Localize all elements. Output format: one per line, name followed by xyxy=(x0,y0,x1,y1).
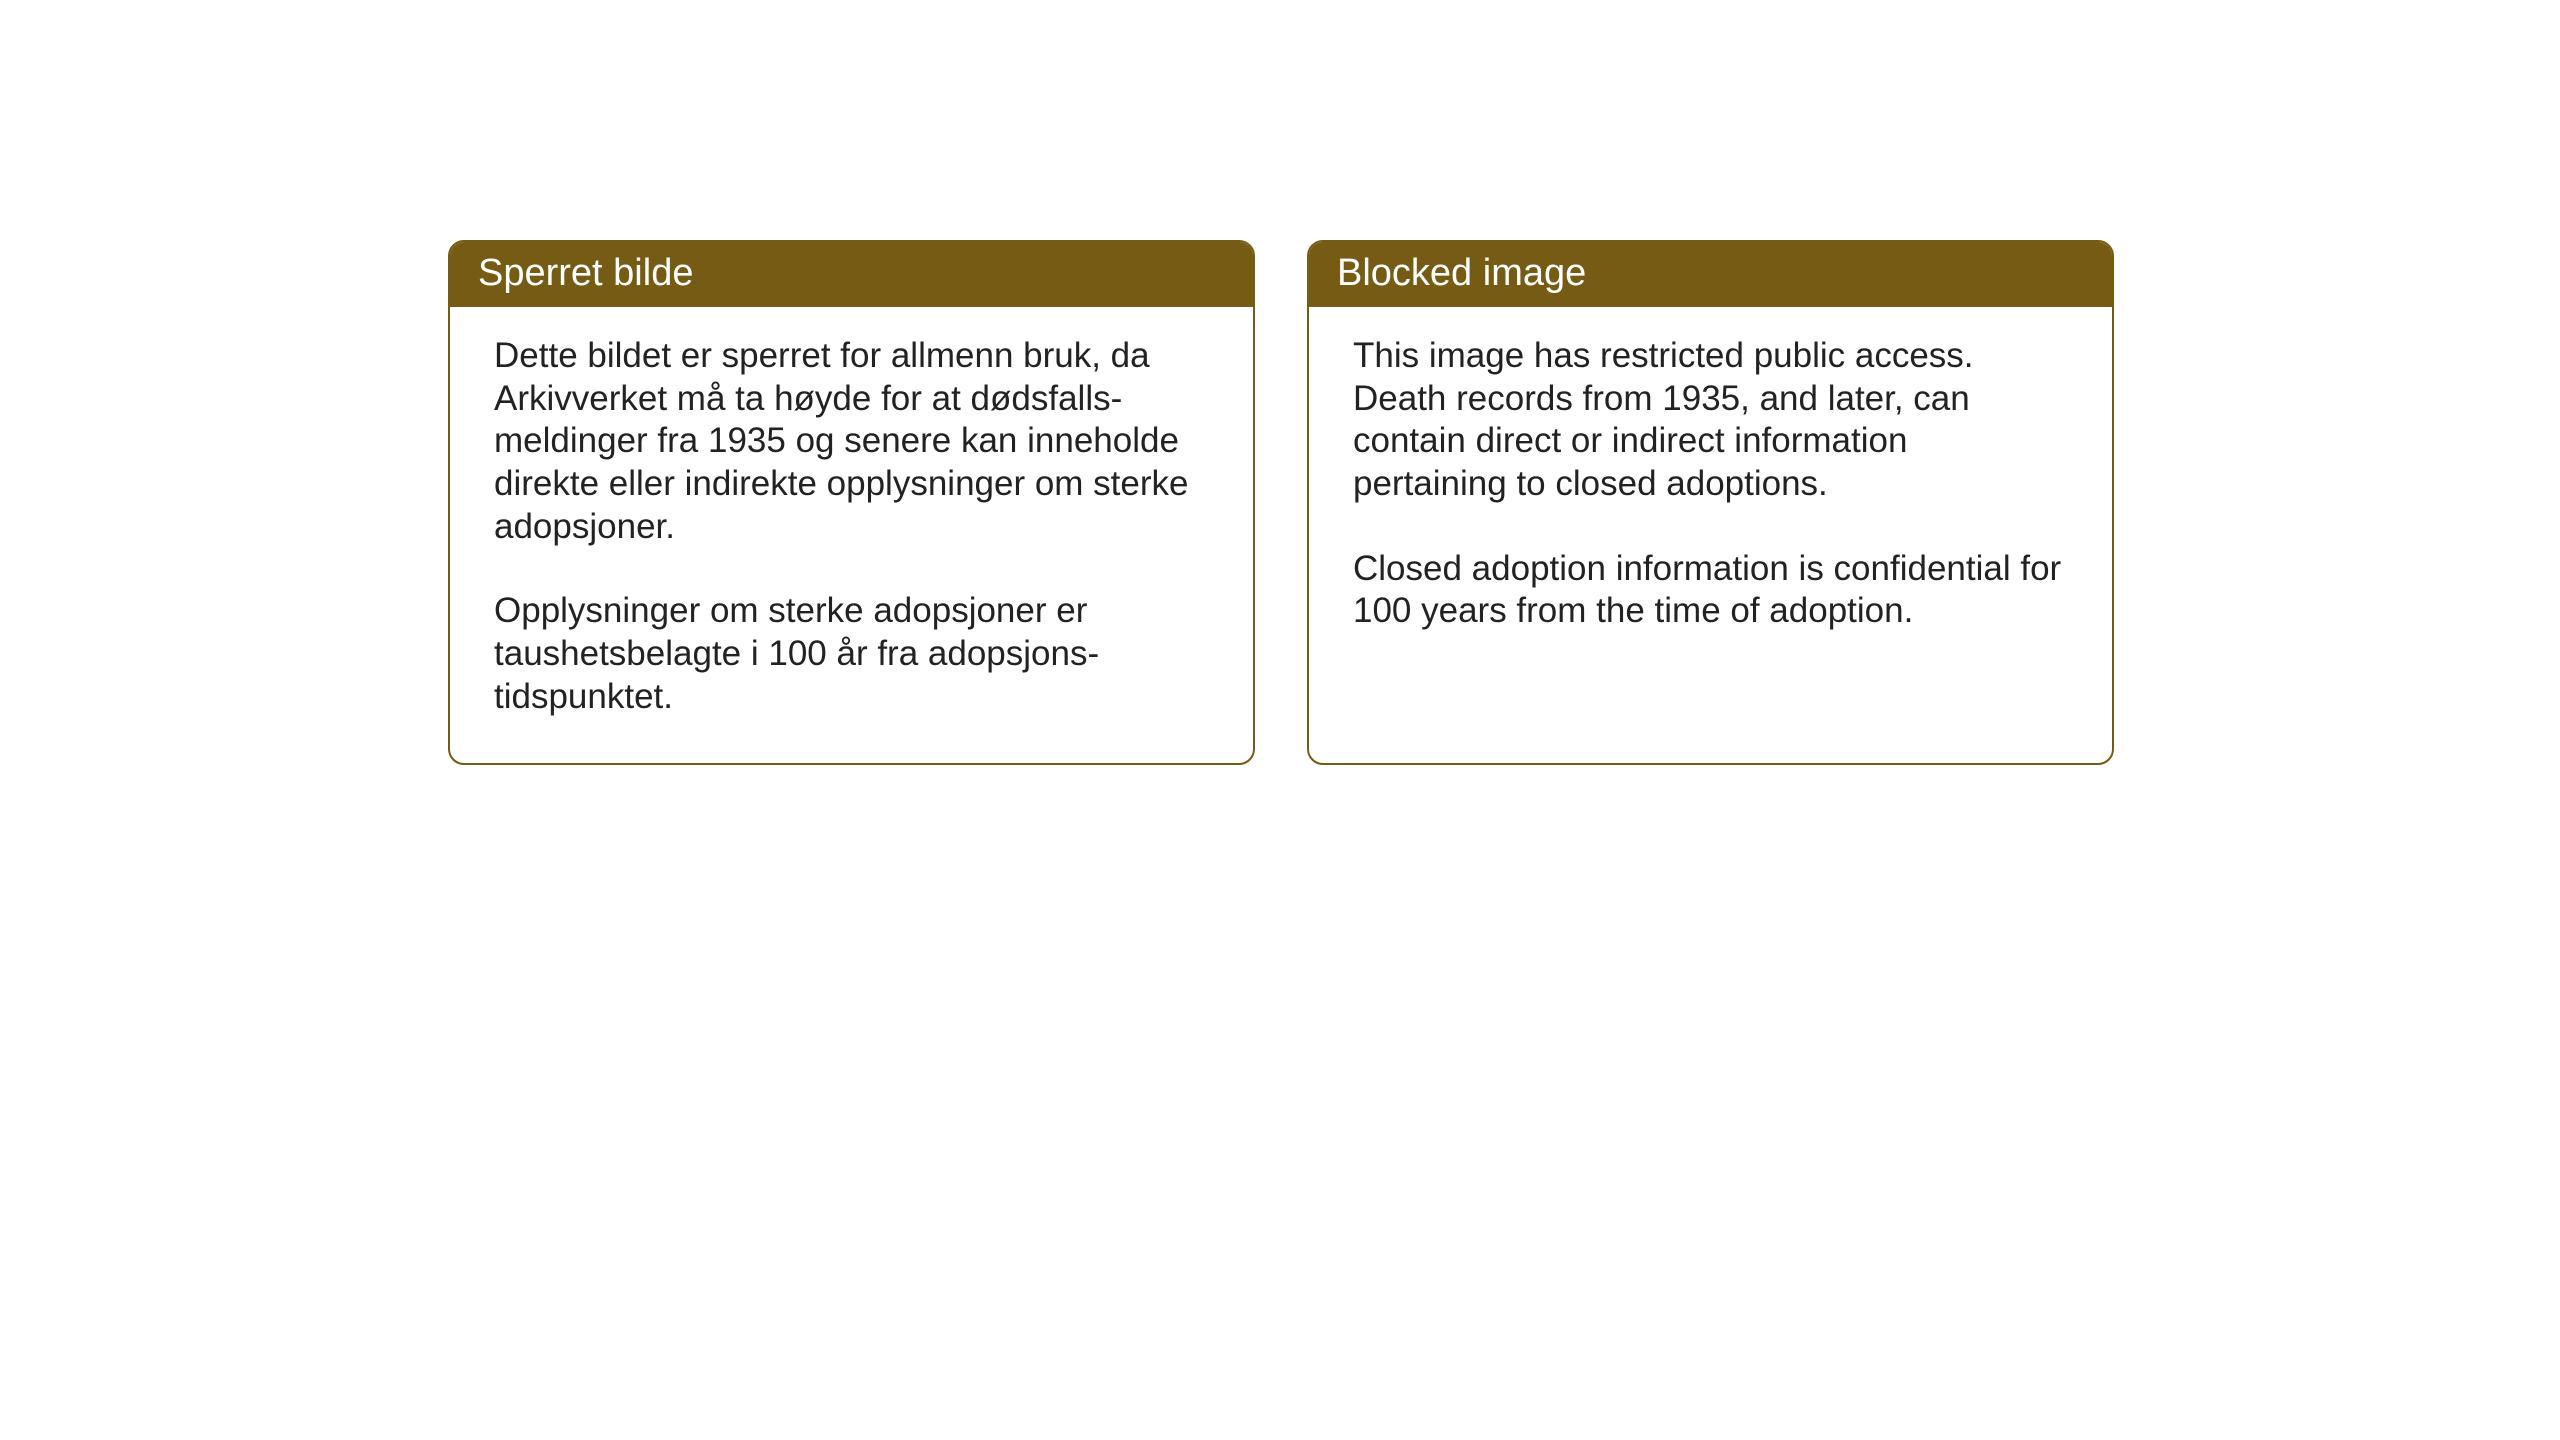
card-paragraph: Opplysninger om sterke adopsjoner er tau… xyxy=(494,590,1209,718)
card-header-english: Blocked image xyxy=(1309,242,2112,307)
card-body-norwegian: Dette bildet er sperret for allmenn bruk… xyxy=(450,307,1253,763)
card-norwegian: Sperret bilde Dette bildet er sperret fo… xyxy=(448,240,1255,765)
card-paragraph: Dette bildet er sperret for allmenn bruk… xyxy=(494,335,1209,548)
card-header-norwegian: Sperret bilde xyxy=(450,242,1253,307)
card-paragraph: This image has restricted public access.… xyxy=(1353,335,2068,506)
card-body-english: This image has restricted public access.… xyxy=(1309,307,2112,755)
card-paragraph: Closed adoption information is confident… xyxy=(1353,548,2068,633)
card-english: Blocked image This image has restricted … xyxy=(1307,240,2114,765)
cards-container: Sperret bilde Dette bildet er sperret fo… xyxy=(448,240,2560,765)
